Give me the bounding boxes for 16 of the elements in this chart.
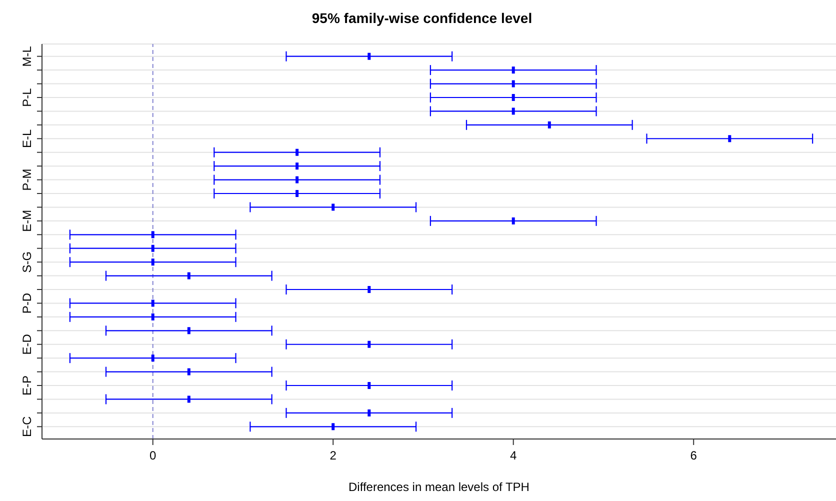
y-tick-label: E-L [20,128,34,148]
x-tick-label: 0 [150,448,157,463]
y-tick-label: S-G [20,251,34,273]
y-tick-label: E-P [20,376,34,396]
x-tick-label: 6 [690,448,698,463]
x-tick-label: 4 [510,448,518,463]
y-tick-label: P-M [20,168,34,191]
y-tick-label: P-D [20,292,34,314]
chart-title: 95% family-wise confidence level [310,9,534,28]
x-tick-label: 2 [330,448,337,463]
y-tick-label: E-M [20,210,34,232]
y-tick-label: E-D [20,334,34,355]
y-tick-label: E-C [20,416,34,437]
y-tick-label: M-L [20,46,34,67]
x-axis-title: Differences in mean levels of TPH [348,480,530,494]
y-tick-label: P-L [20,88,34,107]
